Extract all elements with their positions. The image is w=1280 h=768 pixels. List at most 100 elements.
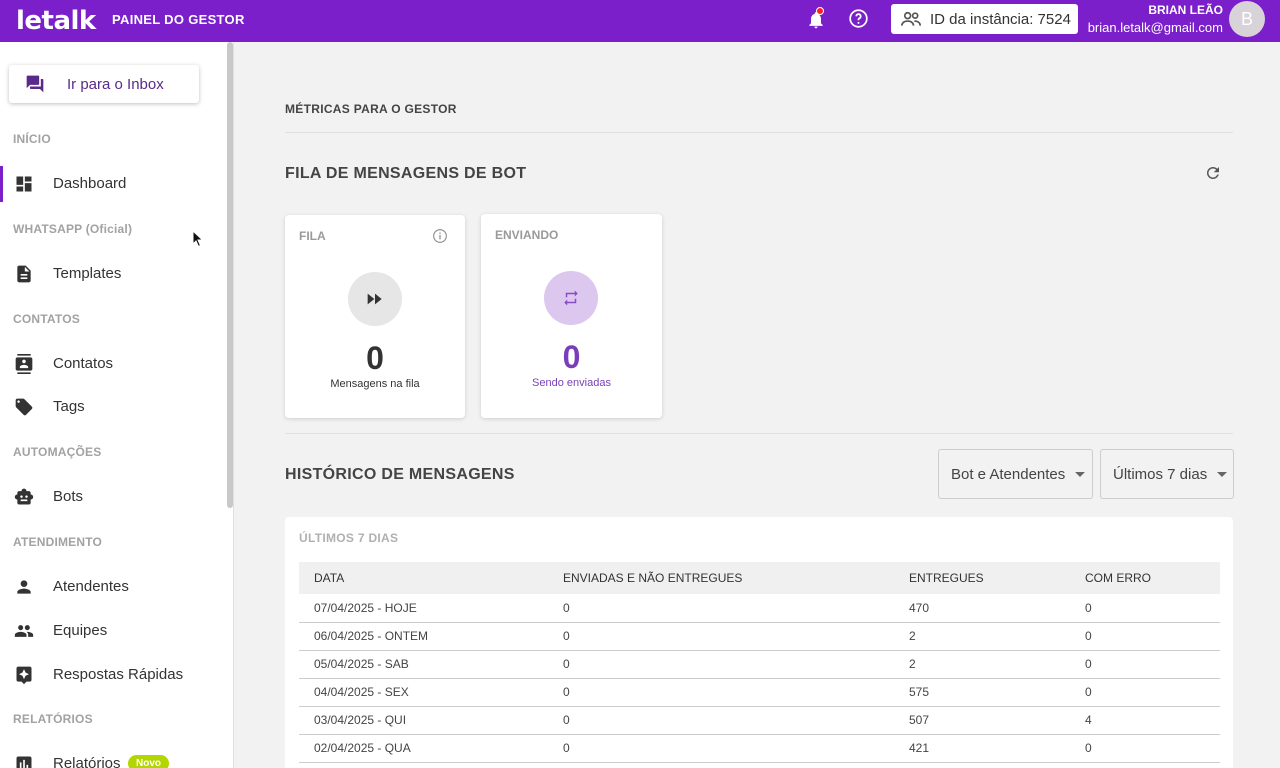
table-cell: 470: [894, 594, 1070, 623]
fast-forward-icon: [348, 272, 402, 326]
dashboard-icon: [16, 176, 32, 192]
person-icon: [17, 580, 31, 594]
sending-card-sub: Sendo enviadas: [532, 377, 611, 389]
period-filter-select[interactable]: Últimos 7 dias: [1100, 449, 1234, 499]
user-name: BRIAN LEÃO: [1148, 3, 1223, 17]
instance-id-label: ID da instância: 7524: [930, 10, 1071, 28]
section-atendimento: ATENDIMENTO: [13, 535, 103, 549]
bot-queue-title: FILA DE MENSAGENS DE BOT: [285, 165, 527, 182]
repeat-icon: [544, 271, 598, 325]
sidebar-item-atendentes[interactable]: Atendentes: [0, 569, 226, 605]
table-cell: 0: [1070, 622, 1220, 651]
table-row: 03/04/2025 - QUI 0 507 4: [299, 706, 1220, 735]
sidebar-item-dashboard[interactable]: Dashboard: [0, 166, 226, 202]
table-cell: 0: [1070, 678, 1220, 707]
column-header: ENTREGUES: [894, 562, 1070, 594]
period-filter-value: Últimos 7 dias: [1113, 465, 1208, 483]
history-table-card: ÚLTIMOS 7 DIAS DATA ENVIADAS E NÃO ENTRE…: [285, 517, 1233, 768]
section-automacoes: AUTOMAÇÕES: [13, 445, 102, 459]
queue-card-sub: Mensagens na fila: [330, 378, 420, 390]
chat-icon: [26, 75, 44, 93]
sending-count: 0: [562, 339, 581, 375]
user-email: brian.letalk@gmail.com: [1087, 20, 1223, 35]
tag-icon: [15, 398, 33, 416]
instance-id-button[interactable]: ID da instância: 7524: [891, 4, 1078, 34]
quick-reply-icon: [16, 666, 32, 685]
table-cell: 06/04/2025 - ONTEM: [299, 622, 548, 651]
table-cell: 02/04/2025 - QUA: [299, 734, 548, 763]
table-cell: 0: [1070, 734, 1220, 763]
group-icon: [14, 625, 34, 637]
history-table-title: ÚLTIMOS 7 DIAS: [299, 531, 399, 545]
table-row: 05/04/2025 - SAB 0 2 0: [299, 650, 1220, 679]
sidebar-item-tags[interactable]: Tags: [0, 389, 226, 425]
divider: [285, 132, 1233, 133]
sidebar-item-label: Equipes: [53, 622, 108, 639]
table-cell: 07/04/2025 - HOJE: [299, 594, 548, 623]
divider: [285, 433, 1233, 434]
info-icon[interactable]: [432, 228, 448, 244]
section-inicio: INÍCIO: [13, 132, 51, 146]
column-header: ENVIADAS E NÃO ENTREGUES: [548, 562, 894, 594]
main-content: MÉTRICAS PARA O GESTOR FILA DE MENSAGENS…: [234, 42, 1280, 768]
table-row: 07/04/2025 - HOJE 0 470 0: [299, 594, 1220, 623]
table-row: 04/04/2025 - SEX 0 575 0: [299, 678, 1220, 707]
avatar[interactable]: B: [1229, 1, 1265, 37]
letalk-logo[interactable]: letalk: [16, 6, 96, 36]
document-icon: [17, 265, 31, 283]
chevron-down-icon: [1217, 471, 1228, 477]
sidebar-item-label: Bots: [53, 488, 84, 505]
go-to-inbox-button[interactable]: Ir para o Inbox: [9, 65, 199, 103]
who-filter-value: Bot e Atendentes: [951, 465, 1066, 483]
table-cell: 0: [548, 706, 894, 735]
column-header: DATA: [299, 562, 548, 594]
table-cell: 2: [894, 622, 1070, 651]
contacts-icon: [15, 354, 33, 374]
table-cell: 4: [1070, 706, 1220, 735]
sending-card-label: ENVIANDO: [495, 228, 559, 242]
table-cell: 0: [1070, 650, 1220, 679]
table-row: 06/04/2025 - ONTEM 0 2 0: [299, 622, 1220, 651]
history-table: DATA ENVIADAS E NÃO ENTREGUES ENTREGUES …: [299, 562, 1220, 763]
sidebar-item-label: Respostas Rápidas: [53, 666, 184, 683]
sidebar-scrollbar[interactable]: [227, 42, 233, 508]
table-cell: 421: [894, 734, 1070, 763]
table-header-row: DATA ENVIADAS E NÃO ENTREGUES ENTREGUES …: [299, 562, 1220, 594]
sidebar-item-contatos[interactable]: Contatos: [0, 346, 226, 382]
who-filter-select[interactable]: Bot e Atendentes: [938, 449, 1093, 499]
table-row: 02/04/2025 - QUA 0 421 0: [299, 734, 1220, 763]
sidebar-item-equipes[interactable]: Equipes: [0, 613, 226, 649]
people-icon: [901, 11, 921, 26]
robot-icon: [14, 488, 34, 505]
section-contatos: CONTATOS: [13, 312, 80, 326]
table-cell: 0: [1070, 594, 1220, 623]
sidebar-item-label: Templates: [53, 265, 122, 282]
section-relatorios: RELATÓRIOS: [13, 712, 93, 726]
table-cell: 04/04/2025 - SEX: [299, 678, 548, 707]
panel-title: PAINEL DO GESTOR: [112, 12, 245, 27]
sidebar-item-relatorios[interactable]: Relatórios Novo: [0, 746, 226, 768]
table-cell: 2: [894, 650, 1070, 679]
sidebar-item-label: Contatos: [53, 355, 114, 372]
sidebar-item-bots[interactable]: Bots: [0, 479, 226, 515]
table-cell: 05/04/2025 - SAB: [299, 650, 548, 679]
table-cell: 575: [894, 678, 1070, 707]
sidebar-item-templates[interactable]: Templates: [0, 256, 226, 292]
sidebar-item-label: Atendentes: [53, 578, 129, 595]
table-cell: 507: [894, 706, 1070, 735]
column-header: COM ERRO: [1070, 562, 1220, 594]
queue-card: FILA 0 Mensagens na fila: [285, 215, 465, 418]
table-cell: 0: [548, 650, 894, 679]
queue-card-label: FILA: [299, 229, 326, 243]
sidebar-item-respostas-rapidas[interactable]: Respostas Rápidas: [0, 657, 226, 693]
mouse-cursor-icon: [192, 230, 204, 248]
help-icon[interactable]: [848, 8, 869, 29]
go-to-inbox-label: Ir para o Inbox: [67, 75, 164, 93]
table-cell: 0: [548, 622, 894, 651]
sending-card: ENVIANDO 0 Sendo enviadas: [481, 214, 662, 418]
table-cell: 0: [548, 678, 894, 707]
bell-icon[interactable]: [806, 9, 826, 31]
new-badge: Novo: [128, 755, 169, 768]
queue-count: 0: [366, 340, 384, 376]
refresh-icon[interactable]: [1204, 164, 1222, 182]
